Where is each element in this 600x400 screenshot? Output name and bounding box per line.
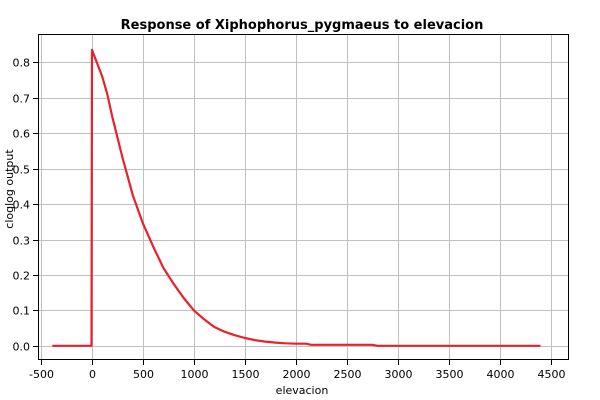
y-tick-label: 0.1 xyxy=(13,305,31,318)
plot-area xyxy=(38,34,569,360)
y-axis-ticks: 0.0 0.1 0.2 0.3 0.4 0.5 0.6 0.7 0.8 xyxy=(13,57,38,354)
plot-border xyxy=(38,34,569,360)
x-tick-label: 2500 xyxy=(334,368,362,381)
x-tick-label: 2000 xyxy=(283,368,311,381)
x-tick-label: 500 xyxy=(133,368,154,381)
y-axis-label: cloglog output xyxy=(3,149,16,229)
x-tick-label: 3500 xyxy=(436,368,464,381)
y-tick-label: 0.8 xyxy=(13,57,31,70)
y-tick-label: 0.3 xyxy=(13,235,31,248)
x-tick-label: 1000 xyxy=(181,368,209,381)
series-line xyxy=(52,48,541,347)
y-tick-label: 0.5 xyxy=(13,164,31,177)
x-tick-label: 3000 xyxy=(385,368,413,381)
chart-title: Response of Xiphophorus_pygmaeus to elev… xyxy=(121,18,484,33)
x-axis-label: elevacion xyxy=(276,384,329,397)
x-tick-label: 1500 xyxy=(232,368,260,381)
y-tick-label: 0.7 xyxy=(13,93,31,106)
x-tick-label: -500 xyxy=(29,368,54,381)
x-tick-label: 4000 xyxy=(487,368,515,381)
x-tick-label: 4500 xyxy=(538,368,566,381)
x-axis-ticks: -500 0 500 1000 1500 2000 2500 3000 3500 4000 4500 xyxy=(29,360,566,381)
y-tick-label: 0.0 xyxy=(13,341,31,354)
grid-lines xyxy=(38,34,569,360)
y-tick-label: 0.6 xyxy=(13,128,31,141)
y-tick-label: 0.4 xyxy=(13,199,31,212)
y-tick-label: 0.2 xyxy=(13,270,31,283)
x-tick-label: 0 xyxy=(89,368,96,381)
